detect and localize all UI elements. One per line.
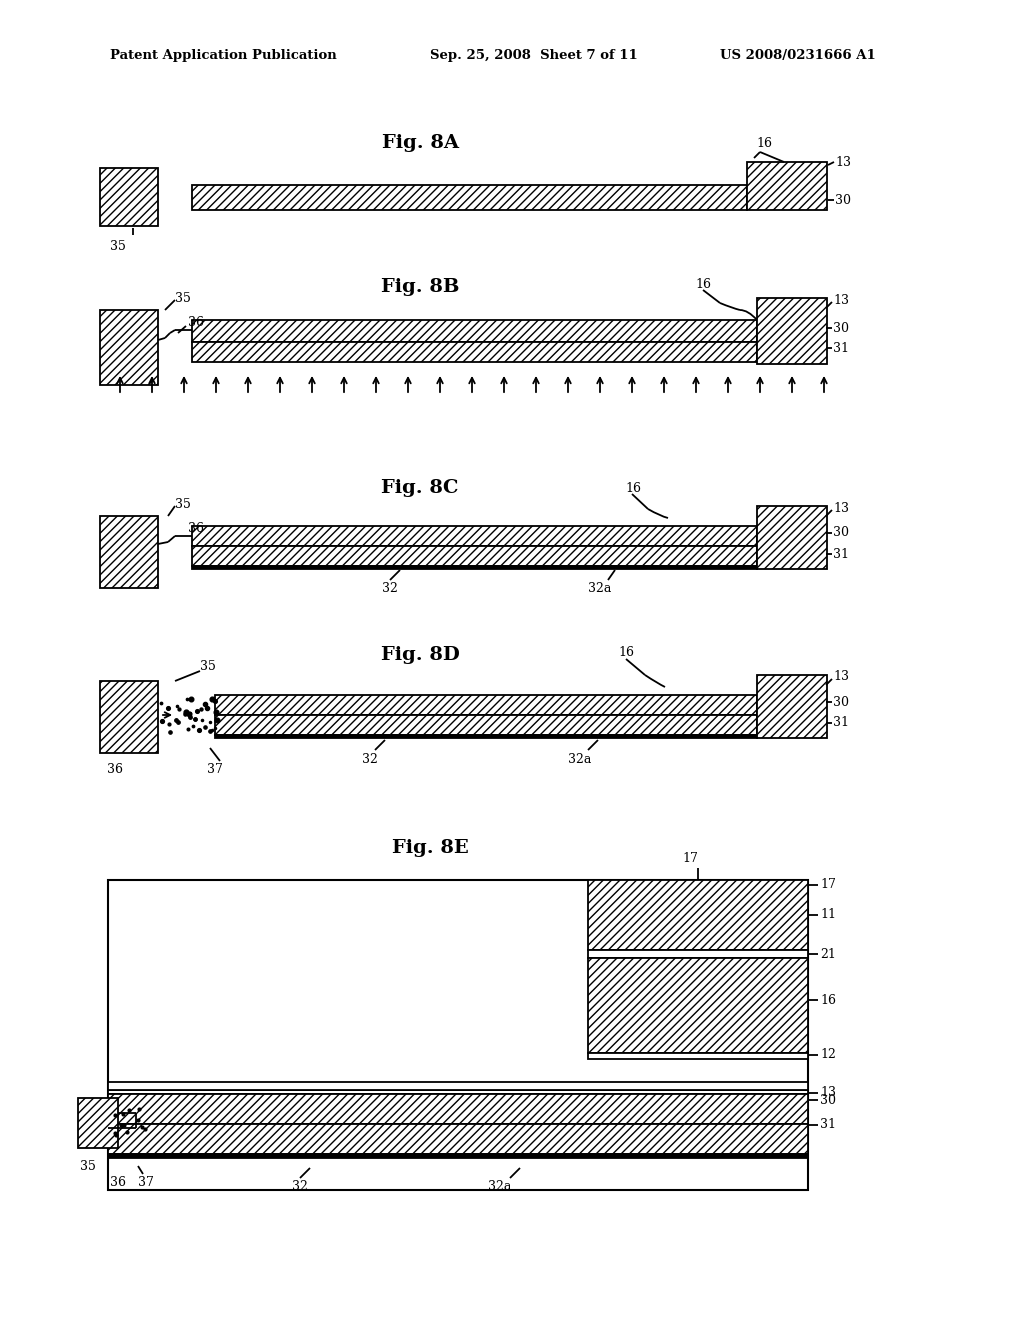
Bar [588,958,808,1053]
Bar [757,298,827,364]
Text: 13: 13 [833,671,849,684]
Text: 35: 35 [80,1160,96,1173]
Text: 30: 30 [820,1093,836,1106]
Text: 12: 12 [820,1048,836,1061]
Bar [100,681,158,752]
Text: 17: 17 [682,851,698,865]
Text: 37: 37 [207,763,223,776]
Text: Fig. 8A: Fig. 8A [382,135,459,152]
Text: 11: 11 [820,908,836,921]
Text: 16: 16 [820,994,836,1006]
Text: 30: 30 [833,322,849,334]
Text: 36: 36 [106,763,123,776]
Bar [193,342,757,362]
Bar [215,715,757,735]
Text: Sep. 25, 2008  Sheet 7 of 11: Sep. 25, 2008 Sheet 7 of 11 [430,49,638,62]
Bar [588,1053,808,1059]
Bar [588,950,808,958]
Text: 35: 35 [175,498,190,511]
Bar [100,168,158,226]
Bar [746,162,827,210]
Text: 35: 35 [200,660,216,673]
Text: 30: 30 [833,527,849,540]
Text: 13: 13 [833,502,849,515]
Text: 16: 16 [618,647,634,660]
Text: Patent Application Publication: Patent Application Publication [110,49,337,62]
Bar [193,319,757,342]
Text: 16: 16 [756,137,772,150]
Bar [193,185,746,210]
Text: 36: 36 [188,317,204,330]
Text: 30: 30 [833,696,849,709]
Bar [757,506,827,569]
Text: 35: 35 [110,240,126,253]
Text: Fig. 8D: Fig. 8D [381,645,460,664]
Text: Fig. 8E: Fig. 8E [391,840,468,857]
Text: 32: 32 [382,582,398,595]
Bar [193,525,757,546]
Bar [108,1125,808,1154]
Text: 37: 37 [138,1176,154,1189]
Text: 13: 13 [835,156,851,169]
Text: 35: 35 [175,292,190,305]
Text: 36: 36 [110,1176,126,1189]
Bar [588,880,808,950]
Text: 31: 31 [820,1118,836,1131]
Bar [78,1098,118,1148]
Text: 31: 31 [833,548,849,561]
Text: Fig. 8B: Fig. 8B [381,279,459,296]
Text: US 2008/0231666 A1: US 2008/0231666 A1 [720,49,876,62]
Text: 16: 16 [625,482,641,495]
Text: 30: 30 [835,194,851,206]
Text: 32: 32 [292,1180,308,1193]
Text: 21: 21 [820,948,836,961]
Text: 13: 13 [833,293,849,306]
Text: 32a: 32a [589,582,611,595]
Bar [108,880,808,1191]
Text: 32a: 32a [488,1180,512,1193]
Bar [193,566,757,569]
Bar [100,310,158,385]
Bar [108,1154,808,1158]
Bar [108,1090,808,1094]
Text: 31: 31 [833,717,849,730]
Text: 13: 13 [820,1086,836,1100]
Bar [215,735,757,738]
Text: 16: 16 [695,277,711,290]
Bar [193,546,757,566]
Text: 31: 31 [833,342,849,355]
Bar [757,675,827,738]
Text: 32: 32 [362,752,378,766]
Text: 36: 36 [188,521,204,535]
Text: 17: 17 [820,879,836,891]
Text: Fig. 8C: Fig. 8C [381,479,459,498]
Bar [108,1082,808,1090]
Bar [108,1094,808,1125]
Bar [215,696,757,715]
Bar [100,516,158,587]
Text: 32a: 32a [568,752,592,766]
